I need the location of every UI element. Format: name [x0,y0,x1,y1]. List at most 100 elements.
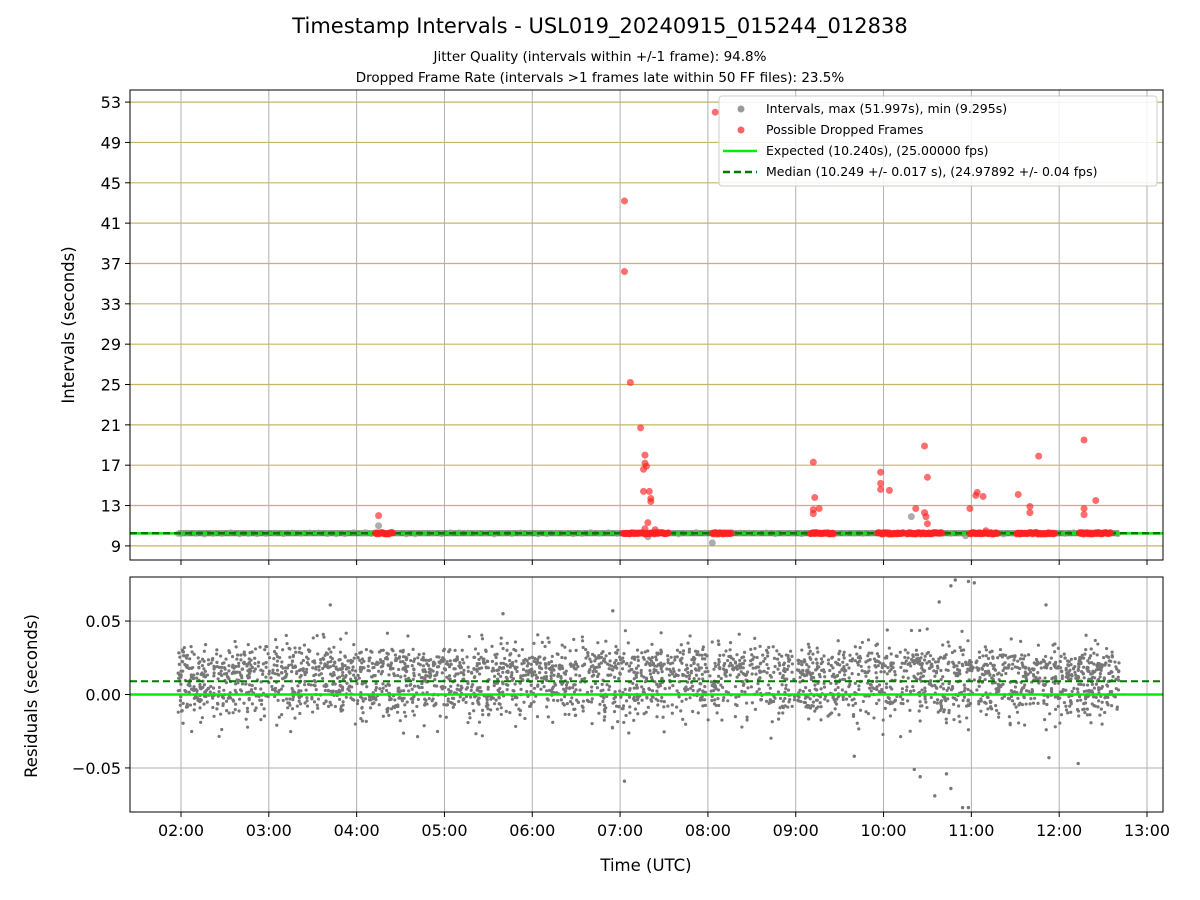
x-tick-label: 13:00 [1124,821,1170,840]
residual-point [591,670,595,674]
residual-point [980,667,985,671]
residual-point [544,670,548,675]
residual-point [877,698,881,702]
dropped-frame-point [1092,496,1100,504]
residual-point [266,652,270,656]
residual-point [1114,677,1118,681]
residual-point [297,699,301,703]
residual-point [519,687,523,691]
residual-point [188,657,192,661]
residual-point [660,695,664,700]
residual-point [750,653,754,657]
residual-point [868,686,872,690]
residual-point [921,674,926,678]
residual-point [569,677,573,681]
residual-point [744,701,749,705]
residual-point [1001,653,1006,657]
residual-point [1076,709,1081,713]
residual-point [564,683,569,687]
residual-point [572,637,576,641]
top-ytick-label: 37 [101,254,121,273]
residual-point [673,655,677,659]
residual-point [947,644,951,648]
residual-point [477,657,481,662]
residual-point [199,720,203,725]
residual-point [389,707,394,711]
residual-point [682,673,686,677]
residual-point [567,712,571,717]
residual-point [319,661,323,665]
residual-point [1089,721,1093,725]
residual-point [276,698,280,702]
residual-point [686,641,690,645]
residual-point [923,686,927,690]
x-tick-label: 11:00 [948,821,994,840]
residual-point [780,704,785,708]
residual-point [753,707,758,712]
residual-point [939,706,944,710]
residual-point [996,656,1000,660]
residual-point [432,660,436,664]
residual-point [826,658,831,662]
residual-point [245,710,250,714]
residual-point [529,683,533,687]
residual-point [337,658,341,662]
residual-point [513,696,517,700]
residual-point [477,672,482,676]
residual-point [919,671,923,675]
residual-point [293,716,297,720]
residual-point [709,689,713,693]
residual-point [822,685,827,689]
residual-point [844,697,849,701]
residual-point [667,667,672,672]
residual-point [267,672,271,676]
residual-point [786,653,790,658]
residual-point [822,681,826,686]
residual-point [477,720,482,724]
residual-point [220,727,224,732]
residual-point [636,655,640,659]
residual-point [447,688,451,692]
residual-point [231,711,235,715]
residual-point [447,674,452,678]
dropped-frame-point [923,520,931,528]
residual-point [712,667,716,671]
residual-point [847,666,851,670]
residual-point [601,650,605,654]
residual-point [293,646,297,650]
residual-point [315,634,319,638]
residual-point [699,682,703,686]
residual-point [305,660,309,665]
residual-point [755,690,759,694]
residual-point [754,672,758,676]
residual-point [645,660,649,664]
residual-point [1062,652,1066,656]
residual-point [808,649,812,653]
residual-point [621,704,626,708]
residual-point [758,662,762,666]
residual-point [457,664,461,668]
residual-point [439,658,443,662]
residual-point [350,668,355,672]
residual-point [272,649,277,654]
residual-point [526,661,531,666]
residual-point [700,653,704,657]
residual-point [597,662,601,666]
residual-point [1043,654,1048,659]
residual-point [1109,670,1113,674]
residual-point [544,666,548,670]
residual-point [321,666,325,671]
residual-point [989,705,993,709]
residual-point [257,660,261,664]
residual-point [777,717,781,721]
residual-point [763,656,767,661]
residual-point [755,655,759,660]
residual-point [1028,702,1032,706]
residual-point [934,671,939,675]
residual-point [455,655,459,659]
residual-point [956,674,960,678]
residual-point [305,667,309,671]
residual-point [240,667,244,671]
residual-point [850,672,854,676]
residual-point [731,666,736,670]
